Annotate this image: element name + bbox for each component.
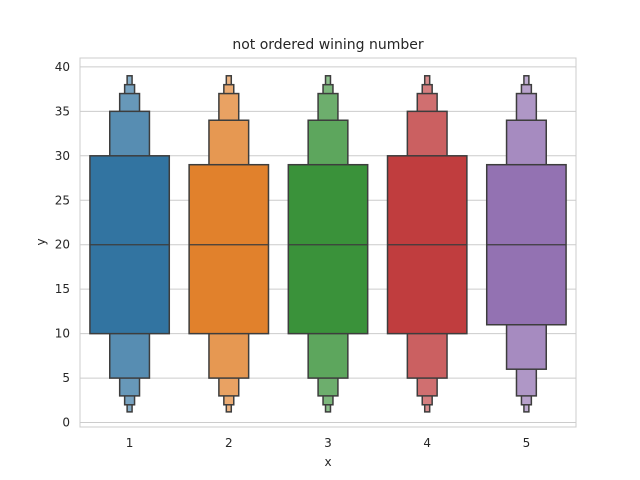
x-tick-label: 4 (423, 436, 431, 450)
boxen-group-1 (89, 75, 171, 413)
boxen-group-4 (386, 75, 468, 413)
y-tick-label: 25 (55, 193, 70, 207)
x-tick-label: 1 (126, 436, 134, 450)
x-axis-ticks: 1 2 3 4 5 (126, 436, 530, 450)
y-tick-label: 10 (55, 327, 70, 341)
y-tick-label: 35 (55, 104, 70, 118)
y-axis-ticks: 0 5 10 15 20 25 30 35 40 (55, 60, 70, 430)
boxen-group-3 (287, 75, 369, 413)
y-tick-label: 20 (55, 238, 70, 252)
x-tick-label: 5 (523, 436, 531, 450)
x-axis-label: x (324, 455, 331, 469)
boxen-group-2 (188, 75, 270, 413)
y-tick-label: 30 (55, 149, 70, 163)
boxen-group-5 (485, 75, 567, 413)
y-tick-label: 40 (55, 60, 70, 74)
y-axis-label: y (34, 238, 48, 245)
boxen-box (188, 163, 270, 335)
boxen-groups (89, 75, 567, 413)
y-tick-label: 0 (62, 416, 70, 430)
x-tick-label: 3 (324, 436, 332, 450)
plot-frame (79, 57, 577, 428)
y-tick-label: 5 (62, 371, 70, 385)
boxen-box (287, 163, 369, 335)
y-tick-label: 15 (55, 282, 70, 296)
chart-title: not ordered wining number (232, 37, 424, 53)
x-tick-label: 2 (225, 436, 233, 450)
